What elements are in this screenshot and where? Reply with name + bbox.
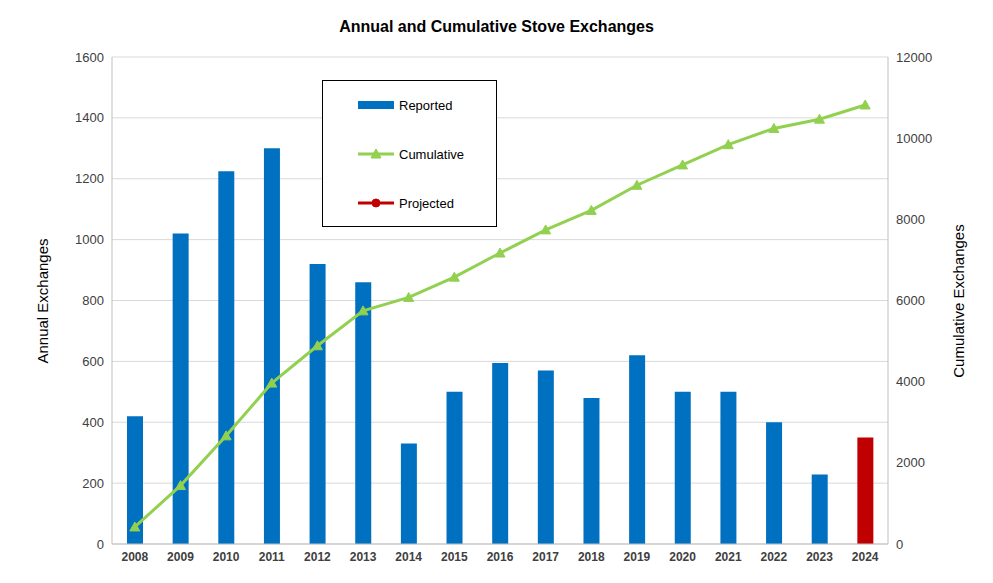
- html-text:Reported: Reported: [399, 97, 453, 113]
- svg-text:200: 200: [82, 476, 104, 491]
- svg-text:1200: 1200: [75, 171, 104, 186]
- svg-text:800: 800: [82, 293, 104, 308]
- svg-text:1400: 1400: [75, 110, 104, 125]
- svg-text:2015: 2015: [441, 550, 468, 564]
- svg-text:0: 0: [97, 537, 104, 552]
- svg-text:2018: 2018: [578, 550, 605, 564]
- svg-text:2023: 2023: [806, 550, 833, 564]
- svg-text:2016: 2016: [487, 550, 514, 564]
- svg-text:2021: 2021: [715, 550, 742, 564]
- svg-text:2011: 2011: [259, 550, 285, 564]
- svg-text:12000: 12000: [896, 50, 932, 65]
- html-text:Cumulative Exchanges: Cumulative Exchanges: [949, 223, 967, 378]
- svg-text:2000: 2000: [896, 455, 925, 470]
- svg-text:2020: 2020: [669, 550, 696, 564]
- svg-text:2010: 2010: [213, 550, 240, 564]
- html-text:Cumulative: Cumulative: [399, 146, 464, 162]
- html-text:Annual and Cumulative Stove Ex: Annual and Cumulative Stove Exchanges: [339, 18, 654, 35]
- svg-text:10000: 10000: [896, 131, 932, 146]
- svg-text:8000: 8000: [896, 212, 925, 227]
- svg-text:400: 400: [82, 415, 104, 430]
- svg-text:2024: 2024: [852, 550, 879, 564]
- svg-text:2008: 2008: [121, 550, 148, 564]
- svg-text:2022: 2022: [761, 550, 788, 564]
- svg-text:1000: 1000: [75, 232, 104, 247]
- svg-text:2012: 2012: [304, 550, 331, 564]
- svg-text:2017: 2017: [532, 550, 559, 564]
- svg-text:4000: 4000: [896, 374, 925, 389]
- svg-text:1600: 1600: [75, 50, 104, 65]
- html-text:Projected: Projected: [399, 195, 454, 211]
- svg-text:2009: 2009: [167, 550, 194, 564]
- svg-text:2013: 2013: [350, 550, 377, 564]
- svg-text:6000: 6000: [896, 293, 925, 308]
- html-text:Annual Exchanges: Annual Exchanges: [33, 238, 51, 363]
- svg-text:2014: 2014: [395, 550, 422, 564]
- svg-text:2019: 2019: [624, 550, 651, 564]
- svg-text:600: 600: [82, 354, 104, 369]
- svg-text:0: 0: [896, 537, 903, 552]
